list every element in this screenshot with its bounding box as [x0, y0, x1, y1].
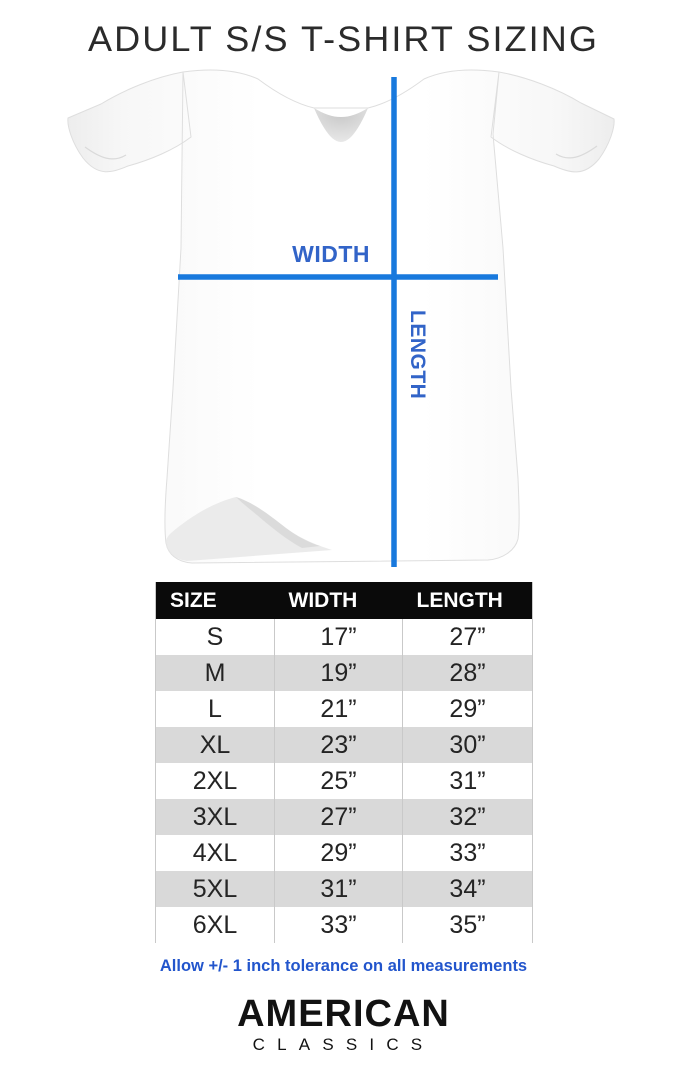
- svg-text:LENGTH: LENGTH: [406, 310, 429, 399]
- svg-text:WIDTH: WIDTH: [292, 241, 370, 267]
